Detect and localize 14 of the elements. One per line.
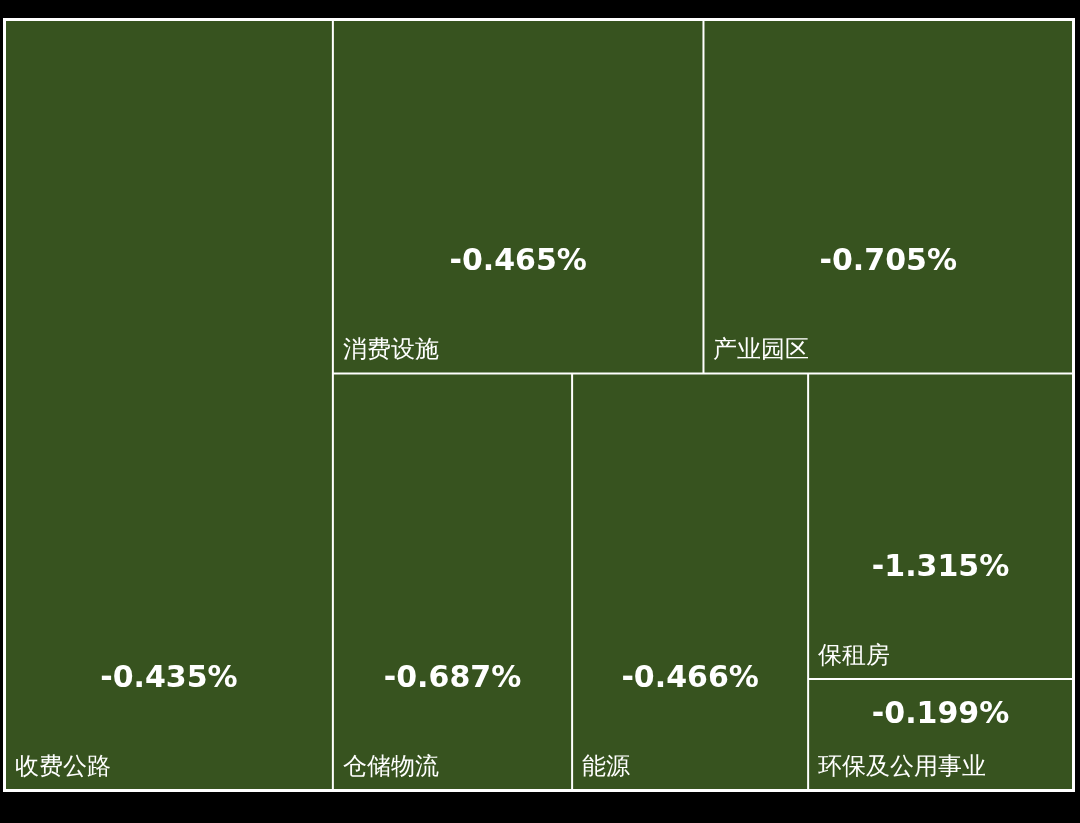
category-label: 收费公路 bbox=[15, 752, 111, 780]
category-label: 仓储物流 bbox=[342, 752, 439, 780]
data-label: -0.199% bbox=[871, 694, 1010, 730]
category-label: 产业园区 bbox=[713, 335, 810, 364]
category-label: 环保及公用事业 bbox=[818, 752, 987, 780]
data-label: -0.465% bbox=[449, 242, 587, 278]
category-label: 保租房 bbox=[818, 641, 891, 670]
data-label: -0.466% bbox=[621, 658, 759, 694]
category-label: 消费设施 bbox=[342, 335, 439, 364]
data-label: -0.687% bbox=[383, 658, 522, 694]
category-label: 能源 bbox=[582, 752, 631, 780]
data-label: -0.705% bbox=[819, 242, 957, 278]
data-label: -0.435% bbox=[100, 658, 238, 694]
data-label: -1.315% bbox=[871, 547, 1010, 583]
